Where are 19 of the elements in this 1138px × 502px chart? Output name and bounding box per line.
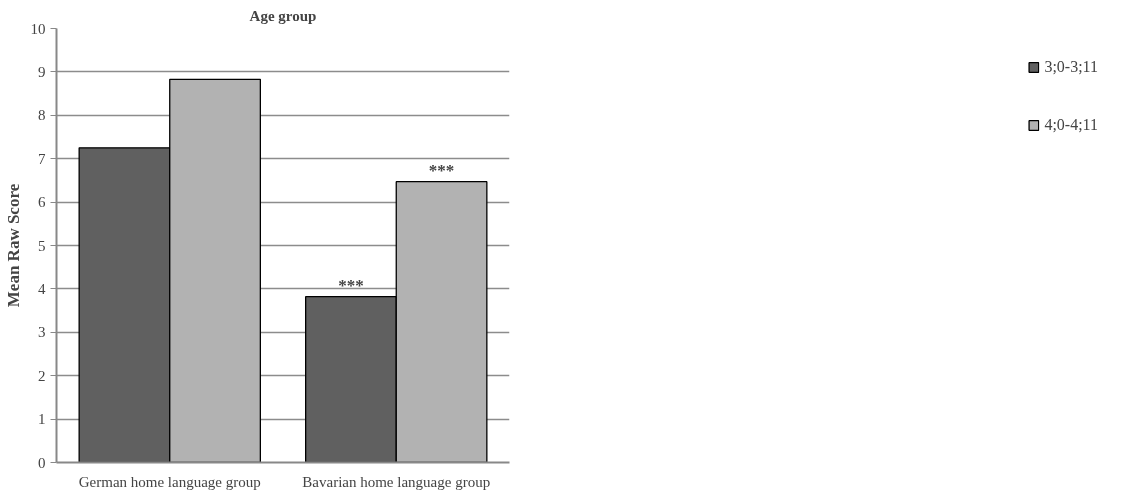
y-tick-label: 3 [38, 324, 46, 341]
y-axis-title: Mean Raw Score [3, 183, 23, 308]
y-tick-label: 2 [38, 367, 46, 384]
y-tick-label: 7 [38, 150, 46, 167]
y-tick-label: 8 [38, 107, 46, 124]
x-tick-label: German home language group [78, 473, 261, 490]
y-tick-label: 10 [30, 20, 46, 37]
y-tick-label: 1 [38, 411, 46, 428]
annotation: *** [428, 160, 455, 180]
legend-label: 3;0-3;11 [1044, 58, 1098, 76]
y-tick-label: 6 [38, 194, 46, 211]
y-tick-label: 9 [38, 63, 46, 80]
annotation: *** [338, 275, 364, 295]
y-tick-label: 4 [38, 280, 46, 297]
x-tick-label: Bavarian home language group [302, 473, 491, 490]
legend-label: 4;0-4;11 [1044, 116, 1098, 134]
y-tick-label: 0 [38, 454, 46, 471]
y-tick-label: 5 [38, 237, 46, 254]
chart-title: Age group [249, 7, 317, 24]
